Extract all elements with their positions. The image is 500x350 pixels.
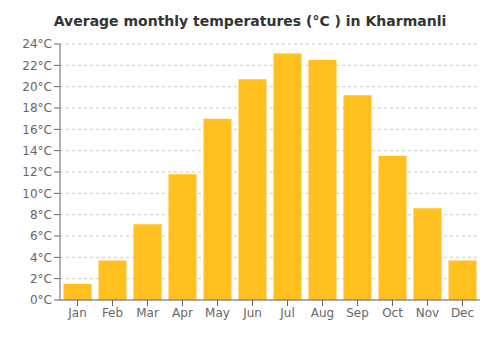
svg-text:Jul: Jul bbox=[279, 306, 294, 320]
svg-text:Dec: Dec bbox=[451, 306, 474, 320]
svg-text:2°C: 2°C bbox=[30, 272, 52, 286]
svg-text:Oct: Oct bbox=[382, 306, 403, 320]
svg-text:Apr: Apr bbox=[172, 306, 193, 320]
svg-text:Mar: Mar bbox=[136, 306, 159, 320]
svg-text:6°C: 6°C bbox=[30, 229, 52, 243]
svg-text:16°C: 16°C bbox=[22, 123, 52, 137]
svg-text:Feb: Feb bbox=[102, 306, 123, 320]
svg-text:Aug: Aug bbox=[311, 306, 334, 320]
svg-text:14°C: 14°C bbox=[22, 144, 52, 158]
svg-text:10°C: 10°C bbox=[22, 187, 52, 201]
html-text:Average monthly temperatures (: Average monthly temperatures (°C ) in Kh… bbox=[53, 13, 447, 29]
svg-text:12°C: 12°C bbox=[22, 165, 52, 179]
svg-text:4°C: 4°C bbox=[30, 251, 52, 265]
svg-text:Nov: Nov bbox=[416, 306, 439, 320]
svg-text:Jan: Jan bbox=[67, 306, 87, 320]
svg-text:24°C: 24°C bbox=[22, 37, 52, 51]
svg-text:Jun: Jun bbox=[242, 306, 262, 320]
svg-text:0°C: 0°C bbox=[30, 293, 52, 307]
svg-text:May: May bbox=[205, 306, 230, 320]
svg-text:18°C: 18°C bbox=[22, 101, 52, 115]
svg-text:Sep: Sep bbox=[346, 306, 369, 320]
svg-text:22°C: 22°C bbox=[22, 59, 52, 73]
svg-text:8°C: 8°C bbox=[30, 208, 52, 222]
svg-text:20°C: 20°C bbox=[22, 80, 52, 94]
